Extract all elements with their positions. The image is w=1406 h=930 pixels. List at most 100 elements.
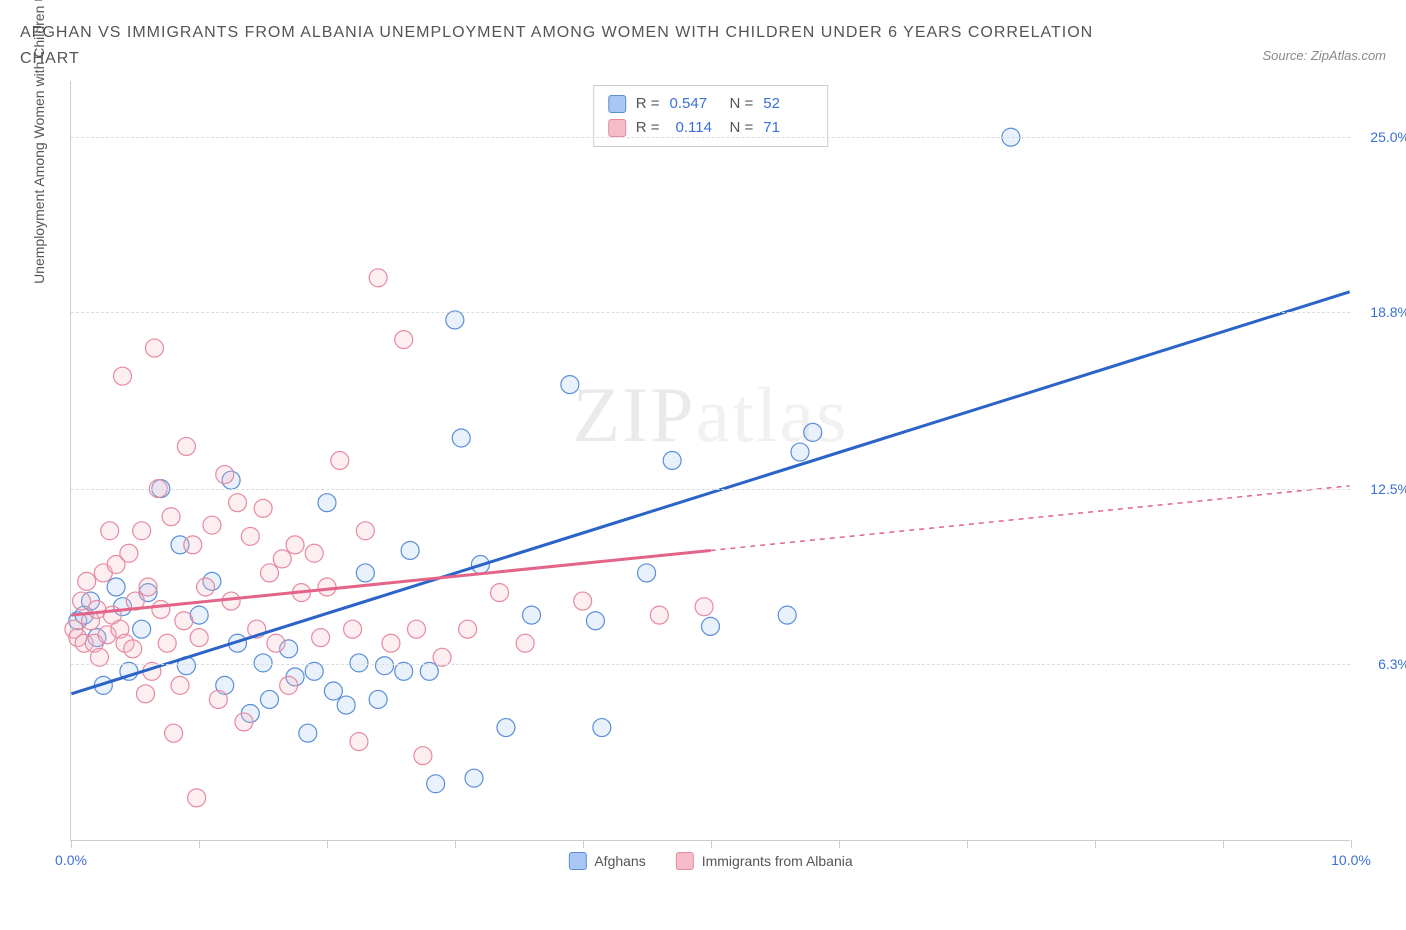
gridline (71, 312, 1350, 313)
x-tick (1223, 840, 1224, 848)
title-row: AFGHAN VS IMMIGRANTS FROM ALBANIA UNEMPL… (20, 20, 1386, 71)
legend-item-2: Immigrants from Albania (676, 852, 853, 870)
data-point (171, 677, 189, 695)
data-point (188, 789, 206, 807)
chart-container: AFGHAN VS IMMIGRANTS FROM ALBANIA UNEMPL… (20, 20, 1386, 910)
data-point (586, 612, 604, 630)
trend-line (71, 551, 710, 616)
data-point (427, 775, 445, 793)
y-axis-title: Unemployment Among Women with Children U… (31, 0, 47, 284)
data-point (382, 634, 400, 652)
r-label-1: R = (636, 92, 660, 116)
data-point (337, 696, 355, 714)
gridline (71, 489, 1350, 490)
data-point (107, 578, 125, 596)
gridline (71, 137, 1350, 138)
data-point (145, 339, 163, 357)
data-point (267, 634, 285, 652)
data-point (804, 424, 822, 442)
data-point (312, 629, 330, 647)
data-point (465, 769, 483, 787)
data-point (152, 601, 170, 619)
data-point (446, 311, 464, 329)
data-point (158, 634, 176, 652)
data-point (280, 677, 298, 695)
data-point (523, 606, 541, 624)
x-tick (1351, 840, 1352, 848)
x-tick (455, 840, 456, 848)
data-point (113, 367, 131, 385)
data-point (235, 713, 253, 731)
data-point (369, 269, 387, 287)
data-point (305, 544, 323, 562)
data-point (356, 522, 374, 540)
n-value-1: 52 (763, 92, 813, 116)
data-point (124, 640, 142, 658)
data-point (695, 598, 713, 616)
data-point (574, 592, 592, 610)
chart-title: AFGHAN VS IMMIGRANTS FROM ALBANIA UNEMPL… (20, 20, 1120, 71)
legend-bottom: Afghans Immigrants from Albania (568, 852, 852, 870)
data-point (120, 544, 138, 562)
data-point (650, 606, 668, 624)
data-point (203, 516, 221, 534)
swatch-series2 (608, 119, 626, 137)
data-point (197, 578, 215, 596)
data-point (318, 494, 336, 512)
n-label-1: N = (730, 92, 754, 116)
plot-svg (71, 81, 1350, 840)
data-point (414, 747, 432, 765)
data-point (229, 494, 247, 512)
x-tick-label: 10.0% (1331, 852, 1371, 868)
data-point (260, 691, 278, 709)
data-point (395, 663, 413, 681)
data-point (324, 682, 342, 700)
data-point (369, 691, 387, 709)
x-tick (1095, 840, 1096, 848)
x-tick (199, 840, 200, 848)
x-tick (71, 840, 72, 848)
data-point (638, 564, 656, 582)
data-point (165, 724, 183, 742)
x-tick (711, 840, 712, 848)
data-point (516, 634, 534, 652)
source-label: Source: ZipAtlas.com (1262, 48, 1386, 63)
legend-item-1: Afghans (568, 852, 645, 870)
x-tick (839, 840, 840, 848)
data-point (663, 452, 681, 470)
data-point (459, 620, 477, 638)
data-point (491, 584, 509, 602)
data-point (133, 620, 151, 638)
x-tick-label: 0.0% (55, 852, 87, 868)
legend-label-1: Afghans (594, 853, 645, 869)
data-point (101, 522, 119, 540)
data-point (299, 724, 317, 742)
data-point (260, 564, 278, 582)
data-point (702, 618, 720, 636)
x-tick (583, 840, 584, 848)
data-point (593, 719, 611, 737)
data-point (136, 685, 154, 703)
data-point (209, 691, 227, 709)
data-point (791, 443, 809, 461)
data-point (497, 719, 515, 737)
data-point (286, 536, 304, 554)
stats-row-1: R = 0.547 N = 52 (608, 92, 814, 116)
data-point (254, 499, 272, 517)
data-point (356, 564, 374, 582)
data-point (273, 550, 291, 568)
data-point (78, 573, 96, 591)
data-point (344, 620, 362, 638)
x-tick (967, 840, 968, 848)
y-tick-label: 12.5% (1370, 481, 1406, 497)
x-tick (327, 840, 328, 848)
data-point (216, 466, 234, 484)
data-point (177, 438, 195, 456)
data-point (350, 733, 368, 751)
data-point (331, 452, 349, 470)
gridline (71, 664, 1350, 665)
data-point (376, 657, 394, 675)
data-point (778, 606, 796, 624)
swatch-series1 (608, 95, 626, 113)
data-point (190, 629, 208, 647)
